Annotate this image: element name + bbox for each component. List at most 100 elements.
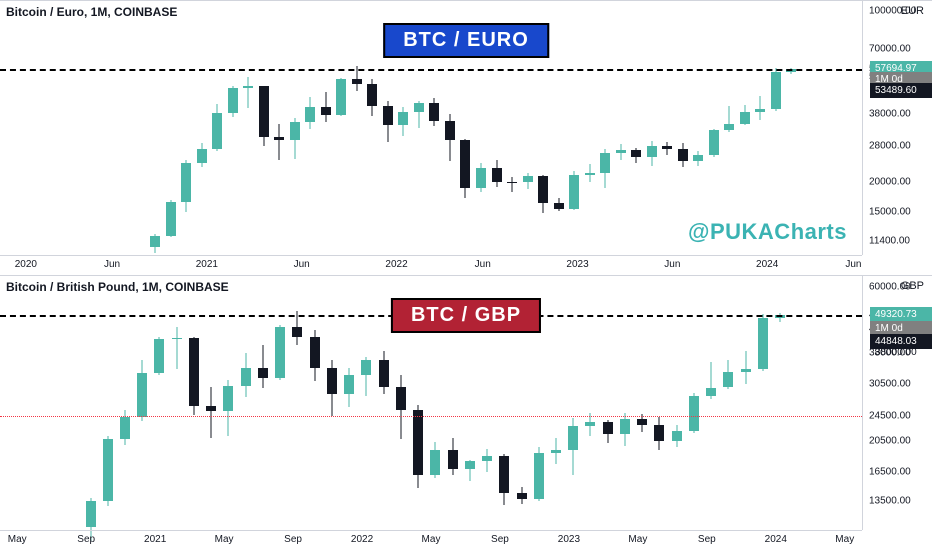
candle [103,276,113,530]
candle [637,276,647,530]
x-tick-label: 2021 [144,534,166,545]
y-tick-label: 38000.00 [869,108,911,119]
candle [361,276,371,530]
x-tick-label: 2022 [351,534,373,545]
x-tick-label: 2021 [196,259,218,270]
candle [137,276,147,530]
candle [585,276,595,530]
candle [327,276,337,530]
candle [551,276,561,530]
candle [172,276,182,530]
y-axis[interactable]: 100000.0070000.0057694.9753489.6038000.0… [862,1,932,255]
pair-title-badge: BTC / EURO [383,23,549,58]
candle [206,276,216,530]
candle [154,276,164,530]
x-tick-label: Jun [845,259,861,270]
y-tick-label: 13500.00 [869,495,911,506]
x-axis[interactable]: May Sep 2021 May Sep 2022 May Sep 2023 May Sep 2024… [0,530,862,550]
candle [367,1,377,255]
candle [292,276,302,530]
level-line [0,416,862,417]
instrument-label: Bitcoin / Euro, 1M, COINBASE [6,5,177,19]
candle [600,1,610,255]
y-tick-label: 30500.00 [869,379,911,390]
x-tick-label: Sep [77,534,95,545]
y-tick-label: 20000.00 [869,176,911,187]
candle [258,276,268,530]
candle [344,276,354,530]
instrument-label: Bitcoin / British Pound, 1M, COINBASE [6,280,229,294]
candle [120,276,130,530]
candle [678,1,688,255]
candle [379,276,389,530]
resistance-line [0,69,862,71]
candle [181,1,191,255]
x-tick-label: May [8,534,27,545]
x-tick-label: 2024 [765,534,787,545]
candle [275,276,285,530]
candle [569,1,579,255]
candle [723,276,733,530]
y-tick-label: 24500.00 [869,410,911,421]
candle [568,276,578,530]
x-tick-label: 2020 [15,259,37,270]
price-tag: 38000.00 [870,345,932,360]
candle [672,276,682,530]
candle [709,1,719,255]
candle [274,1,284,255]
candle [352,1,362,255]
x-tick-label: May [835,534,854,545]
x-axis[interactable]: 2020 Jun 2021 Jun 2022 Jun 2023 Jun 2024 Jun [0,255,862,275]
candle [86,276,96,530]
candle [771,1,781,255]
candle [755,1,765,255]
x-tick-label: 2023 [558,534,580,545]
candle [189,276,199,530]
x-tick-label: Jun [664,259,680,270]
currency-label: GBP [901,280,924,292]
candle [259,1,269,255]
x-tick-label: 2023 [566,259,588,270]
candle [647,1,657,255]
candle [321,1,331,255]
x-tick-label: Sep [491,534,509,545]
x-tick-label: Sep [284,534,302,545]
y-tick-label: 15000.00 [869,207,911,218]
y-tick-label: 70000.00 [869,43,911,54]
candle [693,1,703,255]
x-tick-label: May [215,534,234,545]
candle [223,276,233,530]
x-tick-label: 2022 [385,259,407,270]
candle [741,276,751,530]
price-tag: 53489.60 [870,83,932,98]
candle [724,1,734,255]
candle [166,1,176,255]
pair-title-badge: BTC / GBP [391,298,541,333]
candle [585,1,595,255]
candle [212,1,222,255]
candle [310,276,320,530]
candle [616,1,626,255]
y-tick-label: 16500.00 [869,467,911,478]
chart-panel-eur[interactable]: Bitcoin / Euro, 1M, COINBASE EUR BTC / E… [0,0,932,275]
candle [336,1,346,255]
candle [241,276,251,530]
candle [197,1,207,255]
x-tick-label: Jun [475,259,491,270]
candle [662,1,672,255]
x-tick-label: Sep [698,534,716,545]
x-tick-label: Jun [104,259,120,270]
x-tick-label: 2024 [756,259,778,270]
x-tick-label: Jun [294,259,310,270]
y-axis[interactable]: 60000.0049320.7344848.0338000.0030500.00… [862,276,932,530]
candle [305,1,315,255]
chart-panel-gbp[interactable]: Bitcoin / British Pound, 1M, COINBASE GB… [0,275,932,550]
x-tick-label: May [628,534,647,545]
y-tick-label: 28000.00 [869,140,911,151]
candle [631,1,641,255]
y-tick-label: 11400.00 [869,236,910,247]
candle [228,1,238,255]
candle [775,276,785,530]
candle [603,276,613,530]
candle [554,1,564,255]
